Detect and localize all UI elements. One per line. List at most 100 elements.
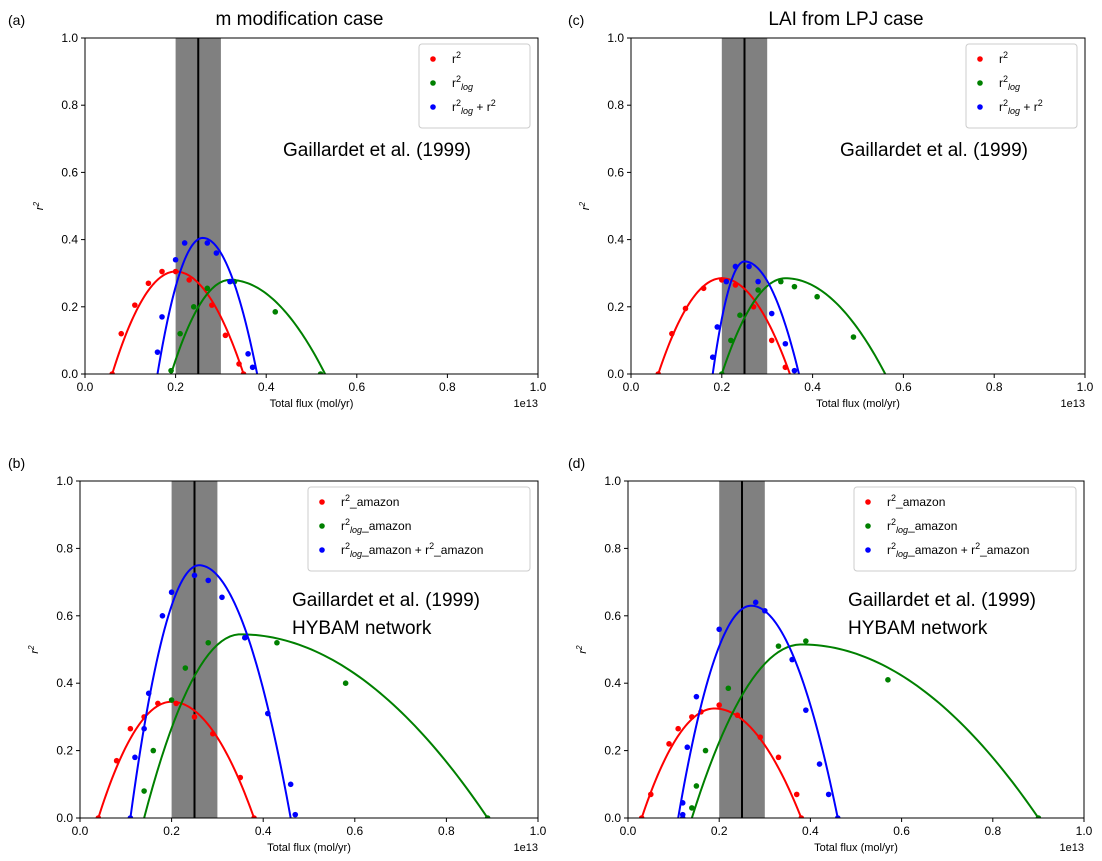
y-tick-label: 0.2 xyxy=(56,744,73,758)
data-point-combined xyxy=(789,656,795,663)
legend-marker-r2 xyxy=(319,499,325,505)
fit-curve-combined xyxy=(711,260,800,374)
y-tick-label: 0.6 xyxy=(607,165,624,179)
data-point-r2 xyxy=(638,815,645,818)
data-point-combined xyxy=(213,250,220,256)
legend-label-r2log: r2log xyxy=(999,74,1020,92)
data-point-r2 xyxy=(768,337,775,344)
y-tick-label: 0.8 xyxy=(607,98,624,112)
legend-label-part: _amazon + r xyxy=(907,543,975,557)
legend-label-part: r xyxy=(887,543,891,557)
data-point-r2 xyxy=(669,330,675,337)
y-tick-label: 0.4 xyxy=(607,233,624,247)
y-tick-label: 1.0 xyxy=(604,474,621,488)
data-point-combined xyxy=(803,707,809,713)
data-point-combined xyxy=(219,594,225,601)
legend-label-part: 2 xyxy=(1038,98,1043,108)
data-point-r2 xyxy=(145,280,152,287)
data-point-r2log xyxy=(204,285,211,292)
legend-frame xyxy=(307,486,531,572)
fit-curve-r2log xyxy=(170,278,326,374)
legend-marker-combined xyxy=(319,547,325,553)
data-point-combined xyxy=(679,800,686,806)
data-point-combined xyxy=(752,599,759,606)
data-point-r2 xyxy=(716,702,722,708)
y-tick-label: 1.0 xyxy=(61,31,78,45)
y-tick-label: 0.4 xyxy=(604,676,621,690)
y-tick-label: 0.8 xyxy=(604,541,621,555)
legend-label-part: 2 xyxy=(345,541,350,551)
x-tick-label: 0.0 xyxy=(77,380,94,394)
legend-label-r2: r2 xyxy=(452,50,461,66)
data-point-combined xyxy=(714,324,721,330)
data-point-r2 xyxy=(251,815,257,818)
x-tick-label: 0.0 xyxy=(623,380,640,394)
x-tick-label: 0.6 xyxy=(895,380,912,394)
data-point-r2log xyxy=(791,283,798,290)
x-tick-label: 0.4 xyxy=(802,824,819,838)
x-axis-label: Total flux (mol/yr) xyxy=(267,842,351,854)
data-point-r2log xyxy=(150,747,157,754)
legend-marker-r2log xyxy=(977,80,983,86)
x-tick-label: 0.2 xyxy=(713,380,730,394)
data-point-combined xyxy=(732,263,739,270)
data-point-combined xyxy=(693,693,700,700)
plot-area xyxy=(95,481,491,818)
legend-label-part: _amazon + r xyxy=(361,543,429,557)
legend-label-part: 2 xyxy=(891,493,896,503)
data-point-r2 xyxy=(757,734,764,740)
y-tick-label: 0.2 xyxy=(607,300,624,314)
fit-curve-r2log xyxy=(720,277,887,374)
legend-label-part: r xyxy=(999,76,1003,90)
legend-frame xyxy=(418,43,531,129)
data-point-r2 xyxy=(798,815,805,818)
legend-label-part: 2 xyxy=(456,74,461,84)
data-point-r2 xyxy=(689,714,695,720)
data-point-r2 xyxy=(666,741,672,747)
panel-c: 0.0 0.2 0.4 0.6 0.8 1.0 0.0 0.2 0.4 0.6 0.8 1.0 Tota… xyxy=(568,9,1094,410)
legend-label-part: + r xyxy=(1020,100,1038,114)
data-point-r2 xyxy=(186,277,192,283)
panel-title: m modification case xyxy=(216,9,384,30)
data-point-r2 xyxy=(682,305,689,312)
plot-frame xyxy=(84,37,539,375)
data-point-combined xyxy=(168,589,175,596)
data-point-combined xyxy=(755,278,761,285)
x-tick-label: 0.2 xyxy=(711,824,728,838)
data-point-r2 xyxy=(734,712,741,719)
plot-frame xyxy=(79,480,539,819)
x-tick-label: 0.6 xyxy=(346,824,363,838)
plot-area xyxy=(638,481,1042,818)
legend-label-part: + r xyxy=(473,100,491,114)
data-point-r2 xyxy=(648,791,654,798)
panel-a: 0.0 0.2 0.4 0.6 0.8 1.0 0.0 0.2 0.4 0.6 0.8 1.0 Tota… xyxy=(8,9,547,410)
x-tick-label: 1.0 xyxy=(530,824,547,838)
data-point-r2log xyxy=(182,665,189,671)
panel-label: (c) xyxy=(568,12,584,28)
legend-label-part: r xyxy=(452,100,456,114)
legend-label-part: 2 xyxy=(456,98,461,108)
x-tick-label: 0.8 xyxy=(984,824,1001,838)
x-offset-label: 1e13 xyxy=(514,398,538,410)
legend-label-part: r xyxy=(887,519,891,533)
annotation-text: HYBAM network xyxy=(292,618,432,639)
y-tick-label: 0.0 xyxy=(56,811,73,825)
data-point-r2 xyxy=(209,302,215,308)
legend-label-part: log xyxy=(350,525,362,535)
data-point-r2log xyxy=(778,278,784,285)
data-point-combined xyxy=(141,725,147,732)
legend-label-part: log xyxy=(896,525,908,535)
legend-label-part: log xyxy=(461,82,473,92)
data-point-r2 xyxy=(775,754,782,761)
legend-label-part: 2 xyxy=(975,541,980,551)
data-point-r2 xyxy=(173,700,179,707)
fit-curve-r2log xyxy=(143,633,489,818)
data-point-combined xyxy=(768,310,775,317)
x-axis-label: Total flux (mol/yr) xyxy=(270,398,354,410)
legend-label-r2log: r2log xyxy=(452,74,473,92)
data-point-combined xyxy=(205,577,212,584)
legend-label-part: 2 xyxy=(429,541,434,551)
x-tick-label: 0.4 xyxy=(804,380,821,394)
legend-label-part: log xyxy=(1008,106,1020,116)
data-point-r2log xyxy=(689,805,695,811)
